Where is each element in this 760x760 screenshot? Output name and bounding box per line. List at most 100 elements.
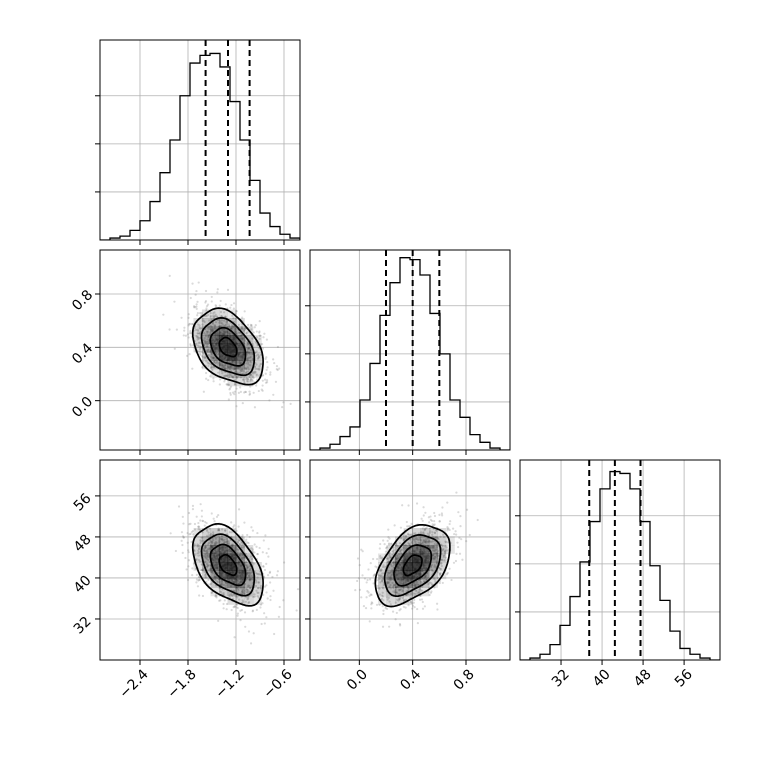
sample-point	[213, 315, 216, 318]
sample-point	[246, 323, 250, 326]
sample-point	[262, 564, 265, 568]
density-cell	[219, 562, 228, 571]
sample-point	[249, 377, 253, 380]
sample-point	[256, 591, 259, 594]
sample-point	[446, 541, 450, 544]
sample-point	[206, 330, 209, 333]
sample-point	[379, 556, 382, 560]
sample-point	[249, 355, 252, 359]
sample-point	[206, 565, 209, 568]
density-cell	[386, 587, 396, 597]
y-tick-label: 40	[71, 573, 95, 597]
sample-point	[431, 546, 435, 549]
sample-point	[249, 323, 252, 327]
sample-point	[228, 388, 231, 391]
sample-point	[390, 565, 393, 568]
sample-point	[193, 549, 196, 553]
sample-point	[236, 551, 239, 554]
sample-point	[276, 368, 279, 372]
sample-point	[267, 547, 270, 550]
sample-point	[267, 555, 270, 558]
sample-point	[202, 569, 205, 572]
sample-point	[403, 599, 406, 602]
sample-point	[247, 584, 250, 587]
sample-point	[392, 561, 396, 564]
sample-point	[420, 580, 423, 583]
sample-point	[392, 586, 395, 589]
sample-point	[255, 608, 258, 611]
sample-point	[197, 527, 200, 531]
sample-point	[239, 580, 243, 583]
sample-point	[373, 573, 376, 576]
sample-point	[258, 546, 261, 550]
sample-point	[395, 558, 398, 561]
sample-point	[446, 501, 449, 504]
density-cell	[193, 326, 203, 336]
sample-point	[241, 369, 244, 372]
sample-point	[207, 534, 211, 537]
sample-point	[198, 528, 201, 531]
sample-point	[208, 547, 211, 550]
sample-point	[216, 288, 219, 291]
density-cell	[219, 360, 228, 370]
density-cell	[420, 545, 430, 554]
sample-point	[207, 326, 210, 329]
sample-point	[193, 522, 197, 526]
density-cell	[244, 352, 254, 361]
sample-point	[210, 328, 213, 331]
density-cell	[429, 562, 438, 571]
sample-point	[197, 554, 200, 557]
sample-point	[198, 578, 201, 581]
sample-point	[446, 571, 449, 575]
sample-point	[381, 605, 384, 608]
sample-point	[401, 589, 404, 592]
sample-point	[250, 349, 253, 352]
sample-point	[231, 375, 234, 378]
sample-point	[208, 541, 211, 544]
sample-point	[399, 537, 402, 540]
sample-point	[425, 578, 428, 582]
sample-point	[424, 541, 428, 544]
sample-point	[395, 591, 399, 594]
sample-point	[239, 580, 242, 584]
sample-point	[395, 586, 398, 589]
sample-point	[187, 324, 190, 327]
sample-point	[214, 575, 217, 578]
sample-point	[414, 589, 417, 592]
sample-point	[243, 310, 246, 313]
sample-point	[202, 554, 205, 557]
sample-point	[205, 371, 208, 375]
sample-point	[409, 601, 413, 604]
sample-point	[438, 520, 441, 523]
density-cell	[386, 562, 396, 571]
sample-point	[262, 593, 265, 596]
sample-point	[225, 608, 228, 611]
gridlines	[100, 40, 300, 240]
sample-point	[247, 596, 250, 599]
sample-point	[268, 399, 271, 402]
sample-point	[206, 529, 209, 532]
sample-point	[392, 546, 395, 549]
sample-point	[207, 348, 210, 351]
sample-point	[391, 573, 394, 576]
sample-point	[241, 557, 244, 560]
sample-point	[457, 511, 460, 514]
sample-point	[201, 531, 204, 534]
sample-point	[372, 582, 375, 585]
sample-point	[381, 586, 384, 589]
sample-point	[381, 595, 385, 598]
y-tick-label: 0.0	[69, 394, 96, 421]
sample-point	[230, 327, 233, 331]
sample-point	[417, 538, 420, 541]
sample-point	[248, 356, 251, 359]
sample-point	[210, 512, 213, 515]
sample-point	[250, 328, 253, 331]
sample-point	[456, 541, 459, 544]
sample-point	[210, 570, 213, 573]
sample-point	[231, 546, 234, 549]
sample-point	[190, 323, 193, 326]
sample-point	[420, 570, 423, 573]
sample-point	[262, 565, 265, 568]
sample-point	[431, 554, 434, 557]
sample-point	[232, 597, 235, 600]
